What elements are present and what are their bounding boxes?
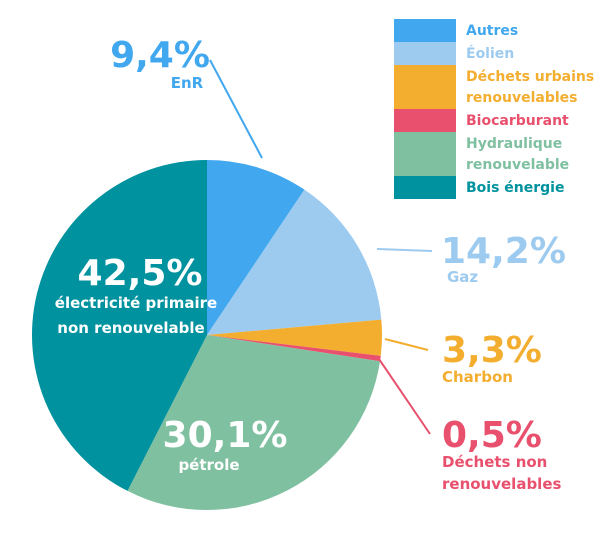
pie-slice-gaz xyxy=(207,189,382,335)
legend-swatch-0 xyxy=(394,19,456,42)
elec-label-line2: non renouvelable xyxy=(57,319,204,337)
leader-gaz xyxy=(376,248,433,252)
dechets-label-line2: renouvelables xyxy=(442,475,562,493)
legend-label-2-1: renouvelables xyxy=(466,90,577,106)
legend-label-3-0: Biocarburant xyxy=(466,113,569,129)
pie-slice-elec xyxy=(31,159,207,491)
pie-slice-enr xyxy=(207,160,305,335)
leader-enr xyxy=(209,59,263,159)
legend-label-2-0: Déchets urbains xyxy=(466,69,594,85)
petrole-percent: 30,1% xyxy=(163,415,288,456)
dechets-label-line1: Déchets non xyxy=(442,453,547,471)
gaz-percent: 14,2% xyxy=(441,231,566,272)
legend-swatch-5 xyxy=(394,176,456,199)
legend-swatch-2 xyxy=(394,65,456,109)
legend-label-4-0: Hydraulique xyxy=(466,136,562,152)
legend: Autres Éolien Déchets urbains renouvelables… xyxy=(394,19,594,199)
elec-percent: 42,5% xyxy=(78,253,203,294)
enr-percent: 9,4% xyxy=(110,35,210,76)
pie-slice-charbon xyxy=(207,319,382,356)
legend-label-5-0: Bois énergie xyxy=(466,180,564,196)
elec-label-line1: électricité primaire xyxy=(55,294,217,312)
pie-slices xyxy=(31,159,382,511)
gaz-label: Gaz xyxy=(447,268,478,286)
legend-label-4-1: renouvelable xyxy=(466,157,569,173)
legend-label-1-0: Éolien xyxy=(466,45,514,62)
pie-slice-dechets xyxy=(207,335,381,362)
legend-swatch-3 xyxy=(394,109,456,132)
leader-charbon xyxy=(384,338,429,351)
legend-label-0-0: Autres xyxy=(466,23,518,39)
charbon-label: Charbon xyxy=(442,368,513,386)
petrole-label: pétrole xyxy=(178,456,239,474)
legend-swatch-4 xyxy=(394,132,456,176)
charbon-percent: 3,3% xyxy=(442,330,542,371)
legend-swatch-1 xyxy=(394,42,456,65)
enr-label: EnR xyxy=(171,74,204,92)
pie-slice-petrole xyxy=(127,335,381,511)
dechets-percent: 0,5% xyxy=(442,415,542,456)
leader-dechets xyxy=(378,358,431,435)
